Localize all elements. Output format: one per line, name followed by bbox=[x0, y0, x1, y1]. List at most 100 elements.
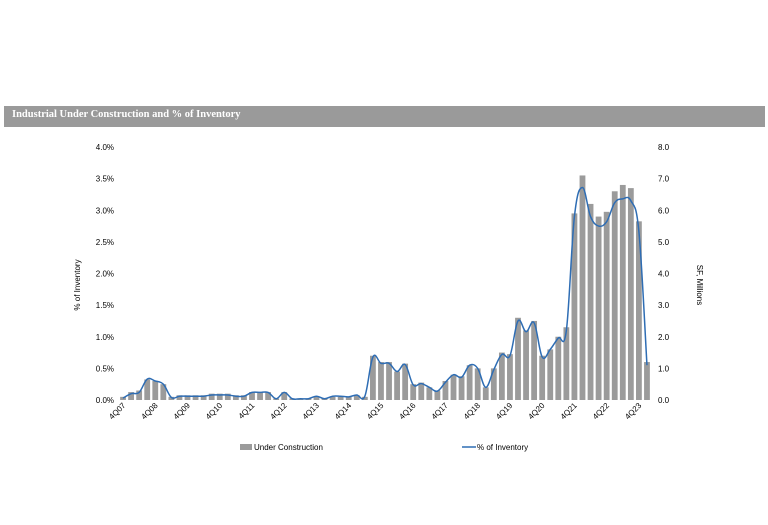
y-right-tick-label: 1.0 bbox=[658, 364, 670, 373]
bar-under-construction bbox=[442, 381, 449, 400]
bar-under-construction bbox=[160, 384, 167, 400]
bar-under-construction bbox=[249, 392, 255, 400]
bar-under-construction bbox=[402, 363, 409, 400]
y-right-tick-label: 0.0 bbox=[658, 396, 670, 405]
chart-title-bar: Industrial Under Construction and % of I… bbox=[4, 106, 765, 127]
bar-under-construction bbox=[184, 395, 191, 400]
x-tick-label: 4Q23 bbox=[623, 401, 644, 422]
bar-under-construction bbox=[482, 387, 489, 400]
bar-under-construction bbox=[507, 354, 513, 400]
x-tick-label: 4Q08 bbox=[139, 401, 160, 422]
bar-under-construction bbox=[474, 368, 481, 401]
x-tick-label: 4Q18 bbox=[462, 401, 483, 422]
bar-under-construction bbox=[232, 395, 239, 400]
bar-under-construction bbox=[136, 390, 143, 400]
bar-under-construction bbox=[539, 355, 546, 400]
x-tick-label: 4Q13 bbox=[301, 401, 322, 422]
bar-under-construction bbox=[128, 392, 134, 400]
bar-under-construction bbox=[378, 362, 384, 400]
y-right-tick-label: 8.0 bbox=[658, 143, 670, 152]
bar-under-construction bbox=[257, 392, 263, 400]
x-tick-label: 4Q12 bbox=[268, 401, 289, 422]
line-pct-inventory bbox=[122, 186, 648, 400]
bar-under-construction bbox=[241, 395, 247, 400]
bar-under-construction bbox=[611, 191, 618, 400]
bar-under-construction bbox=[345, 396, 352, 400]
y-left-tick-label: 3.0% bbox=[96, 206, 114, 215]
bar-under-construction bbox=[426, 387, 433, 400]
bar-under-construction bbox=[636, 221, 642, 400]
x-tick-label: 4Q11 bbox=[237, 401, 257, 421]
y-right-tick-label: 4.0 bbox=[658, 270, 670, 279]
bar-under-construction bbox=[547, 349, 554, 400]
bar-under-construction bbox=[466, 365, 473, 400]
bar-under-construction bbox=[329, 396, 336, 400]
bar-under-construction bbox=[265, 392, 272, 400]
bar-under-construction bbox=[337, 396, 344, 400]
bar-under-construction bbox=[200, 395, 207, 400]
y-right-tick-label: 7.0 bbox=[658, 175, 670, 184]
bar-under-construction bbox=[208, 393, 215, 400]
y-left-tick-label: 2.0% bbox=[96, 270, 114, 279]
bar-under-construction bbox=[579, 175, 586, 400]
bar-under-construction bbox=[515, 317, 521, 400]
y-left-tick-label: 2.5% bbox=[96, 238, 114, 247]
bar-under-construction bbox=[595, 216, 602, 400]
bar-under-construction bbox=[386, 362, 392, 400]
x-tick-label: 4Q20 bbox=[526, 401, 547, 422]
bar-under-construction bbox=[224, 393, 231, 400]
bar-under-construction bbox=[627, 188, 634, 400]
y-left-tick-label: 3.5% bbox=[96, 175, 114, 184]
left-axis-ticks: 0.0% 0.5% 1.0% 1.5% 2.0% 2.5% 3.0% 3.5% 4.0% bbox=[96, 143, 114, 405]
y-right-tick-label: 2.0 bbox=[658, 333, 670, 342]
line-series-pct-inventory bbox=[122, 186, 648, 400]
right-axis-ticks: 0.0 1.0 2.0 3.0 4.0 5.0 6.0 7.0 8.0 bbox=[658, 143, 670, 405]
y-axis-left-label: % of Inventory bbox=[73, 259, 82, 310]
bar-under-construction bbox=[192, 395, 199, 400]
bar-under-construction bbox=[394, 371, 400, 400]
bar-under-construction bbox=[555, 336, 562, 400]
x-tick-label: 4Q15 bbox=[365, 401, 386, 422]
y-left-tick-label: 1.5% bbox=[96, 301, 114, 310]
bar-under-construction bbox=[418, 382, 425, 400]
x-tick-label: 4Q09 bbox=[172, 401, 193, 422]
x-tick-label: 4Q17 bbox=[430, 401, 451, 422]
bar-under-construction bbox=[370, 355, 376, 400]
bar-under-construction bbox=[490, 368, 497, 401]
y-left-tick-label: 1.0% bbox=[96, 333, 114, 342]
x-tick-label: 4Q22 bbox=[591, 401, 612, 422]
bar-under-construction bbox=[531, 320, 538, 400]
y-left-tick-label: 0.0% bbox=[96, 396, 114, 405]
bar-under-construction bbox=[450, 374, 457, 400]
legend-label-pct-inventory: % of Inventory bbox=[477, 443, 528, 452]
bar-under-construction bbox=[168, 396, 175, 400]
y-left-tick-label: 4.0% bbox=[96, 143, 114, 152]
chart-title: Industrial Under Construction and % of I… bbox=[12, 109, 241, 120]
y-axis-right-label: SF, Millions bbox=[695, 265, 704, 305]
bar-under-construction bbox=[313, 396, 320, 400]
bar-under-construction bbox=[353, 395, 360, 400]
y-left-tick-label: 0.5% bbox=[96, 364, 114, 373]
bar-under-construction bbox=[498, 352, 505, 400]
bar-under-construction bbox=[523, 330, 529, 400]
bar-under-construction bbox=[152, 381, 159, 400]
bar-under-construction bbox=[120, 396, 126, 400]
bar-under-construction bbox=[144, 379, 151, 400]
bar-under-construction bbox=[434, 390, 441, 400]
bar-under-construction bbox=[176, 395, 183, 400]
bar-series-under-construction bbox=[120, 175, 650, 401]
bar-under-construction bbox=[216, 393, 223, 400]
legend-swatch-under-construction bbox=[240, 444, 252, 450]
bar-under-construction bbox=[458, 376, 465, 400]
x-axis-ticks: 4Q07 4Q08 4Q09 4Q10 4Q11 4Q12 4Q13 4Q14 4Q15 4Q16… bbox=[107, 401, 643, 422]
y-right-tick-label: 3.0 bbox=[658, 301, 670, 310]
legend: Under Construction % of Inventory bbox=[240, 443, 528, 452]
bar-under-construction bbox=[644, 362, 650, 400]
bar-under-construction bbox=[619, 184, 626, 400]
x-tick-label: 4Q10 bbox=[204, 401, 225, 422]
bar-under-construction bbox=[603, 211, 610, 400]
bar-under-construction bbox=[563, 327, 570, 400]
legend-label-under-construction: Under Construction bbox=[254, 443, 323, 452]
x-tick-label: 4Q16 bbox=[397, 401, 418, 422]
